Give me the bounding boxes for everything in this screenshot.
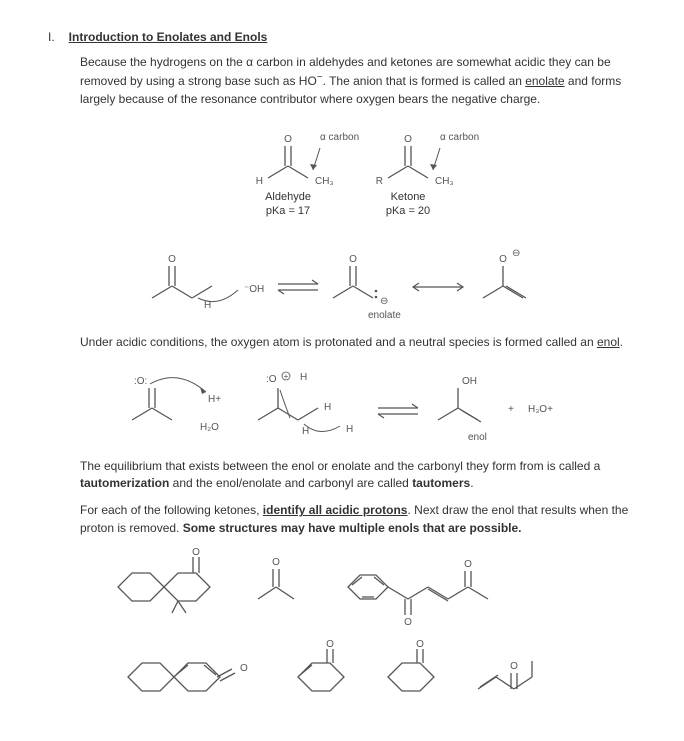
para1-mid: . The anion that is formed is called an <box>323 74 526 88</box>
para3-c: . <box>470 476 473 490</box>
intro-paragraph: Because the hydrogens on the α carbon in… <box>80 54 636 108</box>
section-header: I. Introduction to Enolates and Enols <box>48 30 636 44</box>
pka17-label: pKa = 17 <box>266 205 310 217</box>
svg-text:O: O <box>404 617 412 627</box>
figure-ketones-row1: O O <box>80 547 636 627</box>
svg-text:H: H <box>300 372 307 383</box>
svg-text:H: H <box>346 424 353 435</box>
figure-enol-mechanism: :O: H+ H₂O :O + H H H H <box>80 362 636 448</box>
pka20-label: pKa = 20 <box>386 205 430 217</box>
svg-text:O: O <box>192 547 200 558</box>
enol-label: enol <box>468 432 487 443</box>
h3o-label: H₃O+ <box>528 404 553 415</box>
oh-label: OH <box>462 376 477 387</box>
svg-text:O: O <box>404 134 412 145</box>
o-lone-pair: :O: <box>134 376 147 387</box>
enolate-label: enolate <box>368 310 401 321</box>
para4-a: For each of the following ketones, <box>80 503 263 517</box>
para-instructions: For each of the following ketones, ident… <box>80 502 636 537</box>
figure-aldehyde-ketone: O H CH₃ α carbon Aldehyde pKa = 17 O R C… <box>80 118 636 228</box>
section-title: Introduction to Enolates and Enols <box>69 30 268 44</box>
para4-u: identify all acidic protons <box>263 503 408 517</box>
svg-text:⊖: ⊖ <box>512 248 520 259</box>
plus-label: + <box>508 404 514 415</box>
h2o-label: H₂O <box>200 422 219 433</box>
figure-enolate-resonance: O H ⁻OH O ⊖ enolate <box>80 238 636 324</box>
r-label: R <box>376 176 383 187</box>
h-label: H <box>256 176 263 187</box>
svg-text:O: O <box>240 663 248 674</box>
ch3-label-1: CH₃ <box>315 176 334 187</box>
svg-text:+: + <box>284 372 289 381</box>
svg-text:H: H <box>324 402 331 413</box>
svg-text::O: :O <box>266 374 277 385</box>
para2-pre: Under acidic conditions, the oxygen atom… <box>80 335 597 349</box>
svg-text:⁻OH: ⁻OH <box>244 284 264 295</box>
figure-ketones-row2: O O O <box>80 637 636 711</box>
tautomers-word: tautomers <box>412 476 470 490</box>
svg-text:O: O <box>326 639 334 650</box>
svg-text:O: O <box>510 661 518 672</box>
para-tautomer: The equilibrium that exists between the … <box>80 458 636 493</box>
aldehyde-label: Aldehyde <box>265 191 311 203</box>
svg-text:O: O <box>272 557 280 568</box>
svg-text:O: O <box>284 134 292 145</box>
svg-text:O: O <box>349 254 357 265</box>
para3-b: and the enol/enolate and carbonyl are ca… <box>169 476 412 490</box>
hplus-label: H+ <box>208 394 221 405</box>
taut-word: tautomerization <box>80 476 169 490</box>
alpha-label-2: α carbon <box>440 132 479 143</box>
ch3-label-2: CH₃ <box>435 176 454 187</box>
para3-a: The equilibrium that exists between the … <box>80 459 600 473</box>
svg-text:O: O <box>168 254 176 265</box>
svg-text:O: O <box>416 639 424 650</box>
svg-text:⊖: ⊖ <box>380 296 388 307</box>
section-number: I. <box>48 30 55 44</box>
para2-post: . <box>620 335 623 349</box>
para4-bold: Some structures may have multiple enols … <box>183 521 522 535</box>
enol-word: enol <box>597 335 620 349</box>
alpha-label-1: α carbon <box>320 132 359 143</box>
enolate-word: enolate <box>525 74 564 88</box>
svg-text:O: O <box>464 559 472 570</box>
svg-text:O: O <box>499 254 507 265</box>
ketone-label: Ketone <box>391 191 426 203</box>
para-enol: Under acidic conditions, the oxygen atom… <box>80 334 636 351</box>
